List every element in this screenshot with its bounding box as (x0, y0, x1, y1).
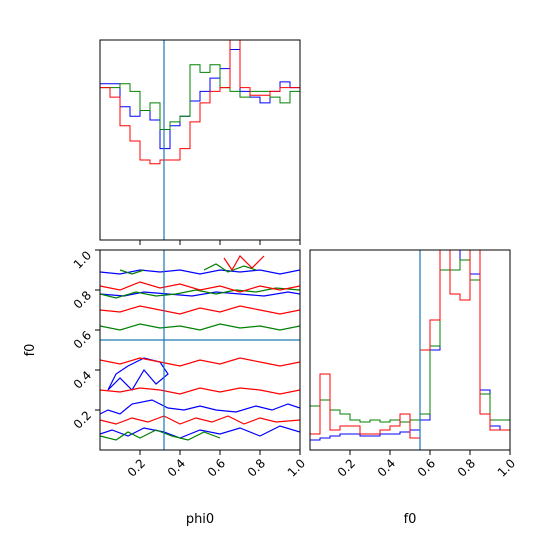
contour-xtick-label: 0.8 (245, 456, 268, 479)
contour-green-1 (100, 323, 300, 331)
contour-blue-4 (107, 357, 169, 391)
x-axis-label-phi0: phi0 (186, 512, 214, 527)
histogram-phi0-panel (99, 39, 301, 245)
contour-green-4 (203, 263, 257, 273)
contour-blue-3 (100, 291, 300, 297)
contour-phi0-f0-panel: 0.2 0.4 0.6 0.8 1.0 0.2 0.4 0.6 0.8 1.0 (71, 248, 308, 479)
hist-f0-xtick-label: 0.8 (455, 456, 478, 479)
hist-f0-xtick-label: 0.2 (335, 456, 358, 479)
hist-f0-xtick-label: 1.0 (495, 456, 518, 479)
contour-red-5 (223, 255, 265, 272)
axis-labels: phi0 f0 f0 (23, 344, 416, 527)
contour-xtick-label: 1.0 (285, 456, 308, 479)
contour-red-0 (100, 281, 300, 293)
hist-f0-xtick-label: 0.4 (375, 456, 398, 479)
hist-phi0-series-red (100, 40, 300, 165)
contour-ytick-label: 0.4 (71, 368, 94, 391)
contour-xtick-label: 0.4 (165, 456, 188, 479)
hist-f0-xtick-label: 0.6 (415, 456, 438, 479)
contour-xtick-label: 0.6 (205, 456, 228, 479)
contour-blue-1 (100, 425, 300, 439)
hist-f0-series-red (310, 250, 510, 439)
contour-ytick-label: 0.8 (71, 288, 94, 311)
contour-frame (99, 249, 301, 451)
contour-red-4 (100, 415, 300, 425)
contour-red-2 (100, 357, 300, 367)
hist-phi0-series-green (100, 64, 300, 130)
contour-blue-0 (100, 399, 300, 415)
hist-phi0-frame (99, 39, 301, 241)
y-axis-label-f0: f0 (23, 344, 38, 357)
contour-green-2 (100, 429, 221, 441)
contour-xtick-label: 0.2 (125, 456, 148, 479)
contour-green-3 (119, 269, 145, 275)
contour-ytick-label: 0.6 (71, 328, 94, 351)
contour-red-3 (100, 387, 300, 395)
x-axis-label-f0: f0 (404, 512, 417, 527)
contour-blue-2 (100, 269, 300, 275)
contour-red-1 (100, 305, 300, 315)
contour-green-0 (100, 287, 300, 299)
contour-ytick-label: 0.2 (71, 408, 94, 431)
hist-f0-frame (309, 249, 511, 451)
hist-phi0-series-blue (100, 49, 300, 150)
contour-ytick-label: 1.0 (71, 248, 94, 271)
histogram-f0-panel: 0.2 0.4 0.6 0.8 1.0 (309, 249, 518, 480)
